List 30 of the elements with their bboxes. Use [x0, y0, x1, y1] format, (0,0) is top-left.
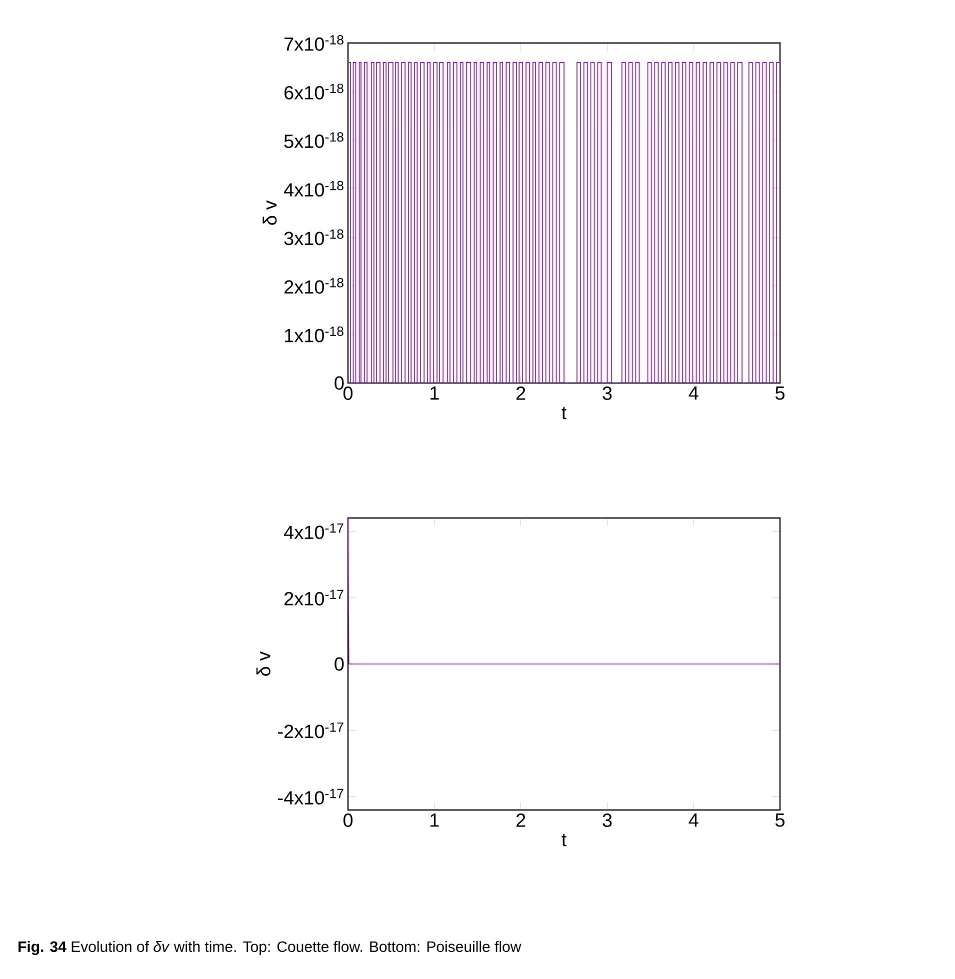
x-tick-label: 3	[602, 386, 612, 400]
x-tick-label: 4	[688, 386, 698, 400]
y-tick-label: 2x10$^{-17}$	[284, 590, 344, 606]
y-axis-title: δ v	[256, 651, 270, 676]
x-tick-label: 2	[516, 814, 526, 827]
y-tick-label: -2x10$^{-17}$	[278, 722, 344, 738]
x-tick-label: 5	[775, 386, 784, 400]
y-tick-label: 1x10$^{-18}$	[284, 326, 344, 342]
x-axis-title: t	[562, 834, 567, 846]
y-tick-label: 7x10$^{-18}$	[284, 35, 344, 51]
y-tick-label: -4x10$^{-17}$	[278, 788, 344, 805]
y-tick-label: 4x10$^{-17}$	[284, 523, 344, 540]
y-tick-label: 0	[334, 657, 344, 671]
y-tick-label: 3x10$^{-18}$	[284, 229, 344, 246]
x-tick-label: 3	[602, 814, 612, 827]
x-tick-label: 1	[430, 386, 439, 400]
y-tick-label: 5x10$^{-18}$	[284, 132, 344, 148]
y-tick-label: 2x10$^{-18}$	[284, 278, 344, 294]
x-tick-label: 2	[516, 386, 526, 400]
y-tick-label: 6x10$^{-18}$	[284, 84, 344, 100]
x-tick-label: 4	[688, 814, 698, 827]
x-tick-label: 1	[430, 814, 439, 827]
x-axis-title: t	[562, 406, 567, 420]
y-axis-title: δ v	[262, 200, 277, 225]
text: Fig. 34 Evolution of δv with time. Top: Couette flow. Bottom: Poiseuille flow	[18, 940, 522, 956]
y-tick-label: 4x10$^{-18}$	[284, 180, 344, 197]
x-tick-label: 0	[343, 814, 353, 827]
y-tick-label: 0	[334, 376, 344, 390]
x-tick-label: 0	[343, 386, 353, 400]
x-tick-label: 5	[775, 814, 784, 827]
